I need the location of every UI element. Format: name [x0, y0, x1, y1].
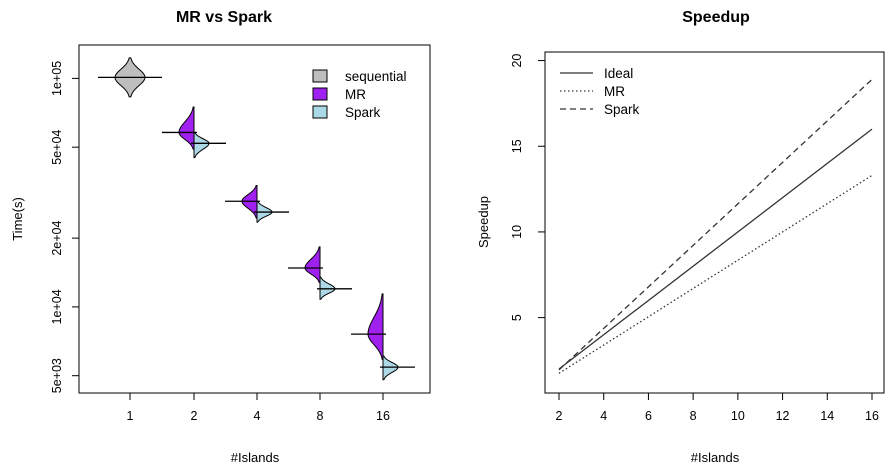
speedup-y-tick-label: 5 — [510, 314, 524, 321]
legend-swatch-spark — [312, 105, 328, 119]
violin-spark-2 — [193, 131, 210, 159]
legend-label-ideal: Ideal — [604, 66, 633, 81]
speedup-plot-frame — [544, 51, 885, 394]
legend-label-spark: Spark — [345, 105, 381, 120]
violin-chart-title: MR vs Spark — [176, 9, 272, 26]
speedup-x-tick-label: 2 — [556, 409, 563, 423]
violin-y-tick-label: 5e+03 — [50, 358, 64, 393]
violin-mr-2 — [178, 106, 195, 150]
speedup-x-axis-label: #Islands — [691, 450, 740, 465]
violin-y-tick-label: 5e+04 — [50, 130, 64, 165]
violin-spark-16 — [382, 355, 399, 381]
legend-label-sequential: sequential — [345, 69, 407, 84]
violin-mr-8 — [304, 246, 321, 283]
speedup-x-tick-label: 8 — [690, 409, 697, 423]
speedup-y-tick-label: 10 — [510, 225, 524, 239]
legend-label-mr-speedup: MR — [604, 84, 625, 99]
legend-swatch-sequential — [312, 69, 328, 83]
violin-y-tick-label: 2e+04 — [50, 221, 64, 256]
violin-x-tick-label: 16 — [376, 409, 390, 423]
speedup-line-mr — [558, 174, 873, 374]
violin-plot-frame — [78, 44, 431, 394]
legend-label-mr: MR — [345, 87, 366, 102]
legend-label-spark-speedup: Spark — [604, 102, 640, 117]
speedup-x-tick-label: 6 — [645, 409, 652, 423]
violin-chart: MR vs Spark #Islands Time(s) 5e+03 1e+04 2… — [10, 9, 431, 465]
violin-y-tick-label: 1e+05 — [50, 61, 64, 96]
violin-x-tick-label: 4 — [254, 409, 261, 423]
speedup-x-tick-label: 4 — [600, 409, 607, 423]
speedup-y-axis-label: Speedup — [476, 196, 491, 248]
speedup-lines — [558, 78, 873, 374]
violin-x-tick-label: 1 — [127, 409, 134, 423]
violin-shapes — [98, 57, 415, 381]
speedup-y-tick-label: 15 — [510, 139, 524, 153]
violin-y-tick-label: 1e+04 — [50, 289, 64, 324]
speedup-x-tick-label: 14 — [820, 409, 834, 423]
speedup-legend: Ideal MR Spark — [560, 66, 640, 117]
violin-mr-16 — [367, 293, 384, 360]
violin-axes: 5e+03 1e+04 2e+04 5e+04 1e+05 1 2 4 8 16 — [50, 61, 390, 423]
speedup-x-tick-label: 12 — [776, 409, 790, 423]
legend-swatch-mr — [312, 87, 328, 101]
speedup-line-spark — [558, 78, 873, 371]
violin-y-axis-label: Time(s) — [10, 197, 25, 241]
speedup-y-tick-label: 20 — [510, 54, 524, 68]
violin-x-axis-label: #Islands — [231, 450, 280, 465]
violin-x-tick-label: 8 — [317, 409, 324, 423]
speedup-line-ideal — [558, 128, 873, 370]
speedup-chart-title: Speedup — [682, 9, 750, 26]
violin-x-tick-label: 2 — [191, 409, 198, 423]
speedup-chart: Speedup #Islands Speedup 2 4 6 8 10 12 14 16 5 10… — [476, 9, 885, 465]
violin-legend: sequential MR Spark — [312, 69, 407, 120]
speedup-x-tick-label: 16 — [865, 409, 879, 423]
speedup-axes: 2 4 6 8 10 12 14 16 5 10 15 20 — [510, 54, 879, 423]
speedup-x-tick-label: 10 — [731, 409, 745, 423]
